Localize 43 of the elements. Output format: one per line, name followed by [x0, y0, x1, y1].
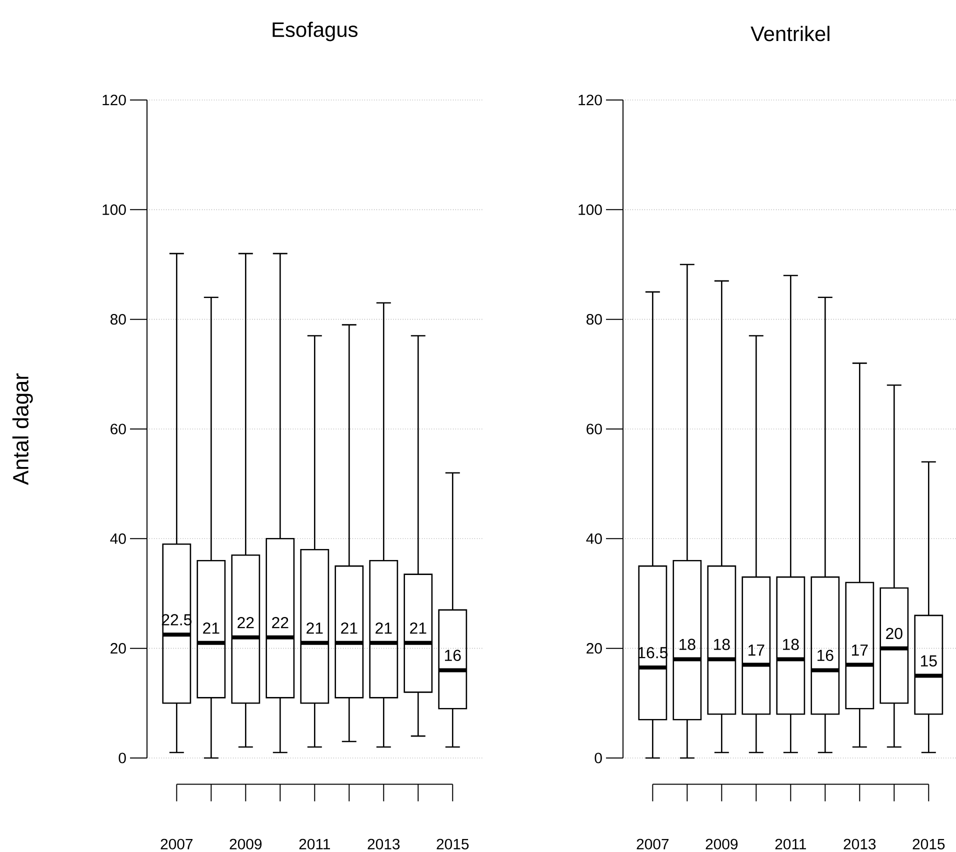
y-tick-label: 0 — [594, 752, 602, 764]
annotation: 20 — [886, 628, 902, 640]
x-tick-label: 2015 — [436, 838, 469, 850]
annotation: 18 — [680, 638, 696, 650]
y-tick-label: 20 — [586, 643, 602, 654]
x-tick-label: 2013 — [368, 838, 400, 850]
y-tick-label: 60 — [110, 424, 126, 434]
chart-title: Esofagus — [272, 22, 358, 42]
annotation: 15 — [921, 655, 937, 667]
x-tick-label: 2011 — [775, 838, 806, 850]
annotation: 22 — [272, 617, 288, 628]
y-tick-label: 120 — [102, 94, 126, 106]
annotation: 21 — [341, 622, 358, 634]
chart-title: Ventrikel — [750, 26, 830, 42]
y-tick-label: 40 — [110, 533, 126, 544]
y-tick-label: 60 — [586, 424, 602, 434]
y-tick-label: 100 — [578, 204, 602, 215]
y-tick-label: 0 — [118, 752, 126, 764]
annotation: 17 — [852, 644, 868, 656]
x-tick-label: 2007 — [160, 838, 193, 850]
x-tick-label: 2013 — [844, 838, 876, 850]
y-tick-label: 20 — [110, 643, 126, 654]
annotation: 21 — [376, 622, 392, 634]
x-tick-label: 2011 — [299, 838, 330, 850]
annotation: 16 — [444, 650, 461, 662]
y-tick-label: 120 — [578, 94, 602, 106]
x-tick-label: 2009 — [706, 838, 738, 850]
x-tick-label: 2007 — [636, 838, 669, 850]
annotation: 21 — [203, 622, 220, 634]
annotation: 18 — [714, 638, 730, 650]
y-tick-label: 100 — [102, 204, 126, 215]
annotation: 17 — [748, 644, 764, 656]
annotation: 22 — [238, 617, 254, 628]
annotation: 21 — [410, 622, 426, 634]
y-tick-label: 40 — [586, 533, 602, 544]
y-tick-label: 80 — [110, 314, 126, 325]
y-axis-title: Antal dagar — [12, 373, 33, 486]
annotation: 18 — [783, 638, 799, 650]
annotation: 21 — [306, 622, 323, 634]
y-tick-label: 80 — [586, 314, 602, 325]
x-tick-label: 2015 — [912, 838, 945, 850]
x-tick-label: 2009 — [230, 838, 262, 850]
annotation: 16 — [818, 650, 834, 662]
